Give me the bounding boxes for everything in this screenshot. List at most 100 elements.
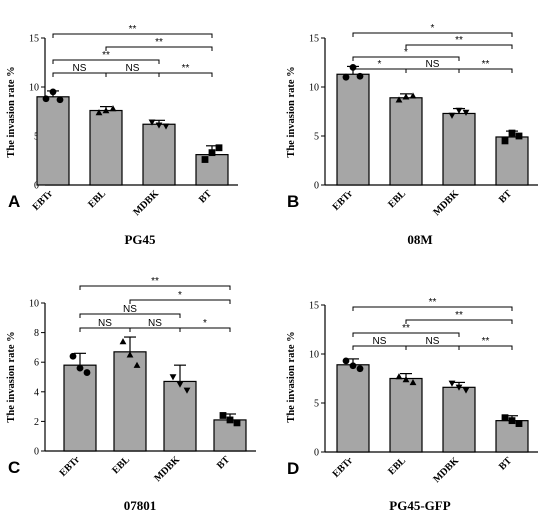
data-point — [201, 156, 209, 163]
significance-label: NS — [373, 336, 387, 347]
panel-title: 08M — [407, 232, 432, 247]
panel-letter: B — [287, 192, 299, 211]
significance-label: ** — [402, 323, 410, 334]
significance-label: ** — [151, 276, 159, 287]
bar-bt — [195, 154, 229, 186]
significance-bracket — [79, 285, 231, 290]
significance-label: * — [431, 23, 435, 34]
bar-ebl — [389, 97, 423, 186]
panel-letter: D — [287, 459, 299, 478]
y-tick-label: 15 — [309, 301, 319, 312]
x-tick-label-mdbk: MDBK — [131, 188, 161, 218]
bar-ebl — [113, 351, 147, 452]
significance-label: NS — [126, 63, 140, 74]
panel-title: PG45-GFP — [389, 498, 450, 513]
chart-panel-c: 0 2 4 6 8 10 The invasion rate % EBTr EBL MDBK BT *… — [6, 276, 256, 513]
data-point — [455, 384, 463, 391]
y-tick-label: 0 — [34, 447, 39, 458]
panel-letter: A — [8, 192, 20, 211]
data-point — [42, 95, 50, 103]
y-tick-label: 4 — [34, 387, 39, 398]
data-point — [462, 387, 470, 394]
y-axis-label: The invasion rate % — [286, 66, 297, 157]
y-tick-label: 5 — [314, 399, 319, 410]
data-point — [342, 357, 350, 365]
data-point — [233, 419, 241, 427]
bar-ebl — [389, 377, 423, 453]
significance-label: NS — [98, 318, 112, 329]
x-tick-label-ebl: EBL — [86, 188, 108, 210]
bar-mdbk — [163, 380, 197, 452]
significance-label: ** — [482, 336, 490, 347]
data-point — [83, 369, 91, 376]
data-point — [508, 129, 516, 137]
data-point — [501, 137, 509, 145]
y-tick-label: 10 — [29, 83, 39, 94]
significance-label: * — [378, 59, 382, 70]
significance-label: NS — [148, 318, 162, 329]
significance-bracket — [129, 299, 231, 304]
y-tick-label: 10 — [309, 350, 319, 361]
data-point — [402, 376, 410, 383]
data-point — [515, 132, 523, 140]
significance-label: ** — [102, 50, 110, 61]
y-tick-label: 2 — [34, 417, 39, 428]
panel-title: 07801 — [124, 498, 157, 513]
x-tick-label-ebtr: EBTr — [31, 188, 56, 213]
x-tick-label-ebtr: EBTr — [58, 454, 83, 479]
significance-bracket — [352, 332, 460, 337]
data-point — [409, 92, 417, 99]
significance-bracket — [458, 68, 513, 73]
y-tick-label: 10 — [309, 83, 319, 94]
significance-bracket — [52, 33, 213, 38]
significance-label: NS — [426, 59, 440, 70]
y-tick-label: 6 — [34, 358, 39, 369]
bar-ebl — [89, 109, 123, 186]
y-tick-label: 15 — [309, 34, 319, 45]
data-point — [515, 420, 523, 427]
y-tick-label: 8 — [34, 328, 39, 339]
significance-bracket — [352, 32, 513, 37]
significance-label: ** — [455, 35, 463, 46]
y-axis-label: The invasion rate % — [6, 331, 17, 422]
data-point — [155, 122, 163, 129]
data-point — [133, 361, 141, 368]
x-tick-label-ebl: EBL — [386, 188, 408, 210]
data-point — [395, 96, 403, 103]
data-point — [126, 351, 134, 358]
x-tick-label-bt: BT — [497, 455, 514, 472]
panel-title: PG45 — [124, 232, 156, 247]
data-point — [455, 107, 463, 114]
significance-label: ** — [482, 59, 490, 70]
bar-ebtr — [336, 73, 370, 186]
significance-label: ** — [429, 297, 437, 308]
x-tick-label-mdbk: MDBK — [152, 454, 182, 484]
data-point — [409, 379, 417, 386]
data-point — [219, 412, 227, 419]
bar-mdbk — [442, 112, 476, 186]
data-point — [508, 417, 516, 425]
y-axis-label: The invasion rate % — [286, 331, 297, 422]
significance-label: * — [203, 318, 207, 329]
significance-bracket — [158, 72, 213, 77]
data-point — [402, 93, 410, 100]
y-tick-label: 0 — [34, 181, 39, 192]
significance-label: ** — [455, 310, 463, 321]
data-point — [342, 73, 350, 81]
data-point — [162, 123, 170, 130]
significance-label: NS — [73, 63, 87, 74]
data-point — [183, 387, 191, 394]
x-tick-label-mdbk: MDBK — [431, 455, 461, 485]
x-tick-label-ebl: EBL — [386, 455, 408, 477]
x-tick-label-ebtr: EBTr — [331, 455, 356, 480]
data-point — [169, 374, 177, 381]
significance-bracket — [52, 59, 160, 64]
significance-bracket — [405, 319, 513, 324]
chart-panel-d: 0 5 10 15 The invasion rate % EBTr EBL MDBK BT **… — [286, 297, 538, 513]
bar-bt — [495, 420, 529, 453]
data-point — [462, 109, 470, 116]
data-point — [49, 88, 57, 96]
